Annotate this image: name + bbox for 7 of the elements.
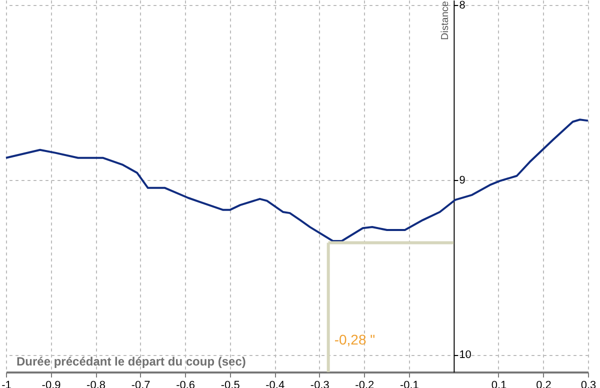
- y-axis-title: Distance: [440, 0, 452, 40]
- ref-line-label: -0,28 ": [334, 332, 376, 348]
- y-tick-label: 10: [459, 349, 472, 362]
- y-tick-label: 9: [459, 174, 466, 186]
- x-axis-title: Durée précédant le départ du coup (sec): [16, 354, 246, 368]
- line-series: [5, 118, 589, 242]
- y-tick-label: 8: [459, 0, 466, 12]
